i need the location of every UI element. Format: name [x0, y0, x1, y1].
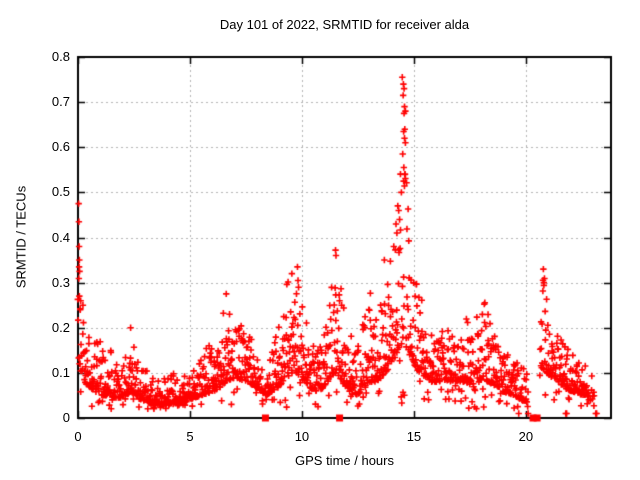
x-tick-label: 20: [518, 429, 534, 444]
x-tick-label: 0: [74, 429, 82, 444]
y-tick-label: 0: [62, 410, 70, 425]
y-tick-label: 0.3: [51, 274, 70, 290]
x-axis-label: GPS time / hours: [295, 453, 394, 468]
y-tick-label: 0.4: [51, 229, 70, 245]
chart-title: Day 101 of 2022, SRMTID for receiver ald…: [219, 17, 470, 32]
y-tick-label: 0.6: [51, 139, 70, 155]
y-tick-label: 0.8: [51, 49, 70, 64]
y-tick-label: 0.1: [51, 364, 70, 380]
y-tick-label: 0.2: [51, 319, 70, 335]
y-tick-label: 0.5: [51, 184, 70, 200]
x-tick-label: 5: [186, 429, 194, 444]
x-tick-label: 10: [294, 429, 310, 444]
x-tick-label: 15: [406, 429, 422, 444]
y-tick-label: 0.7: [51, 94, 70, 110]
